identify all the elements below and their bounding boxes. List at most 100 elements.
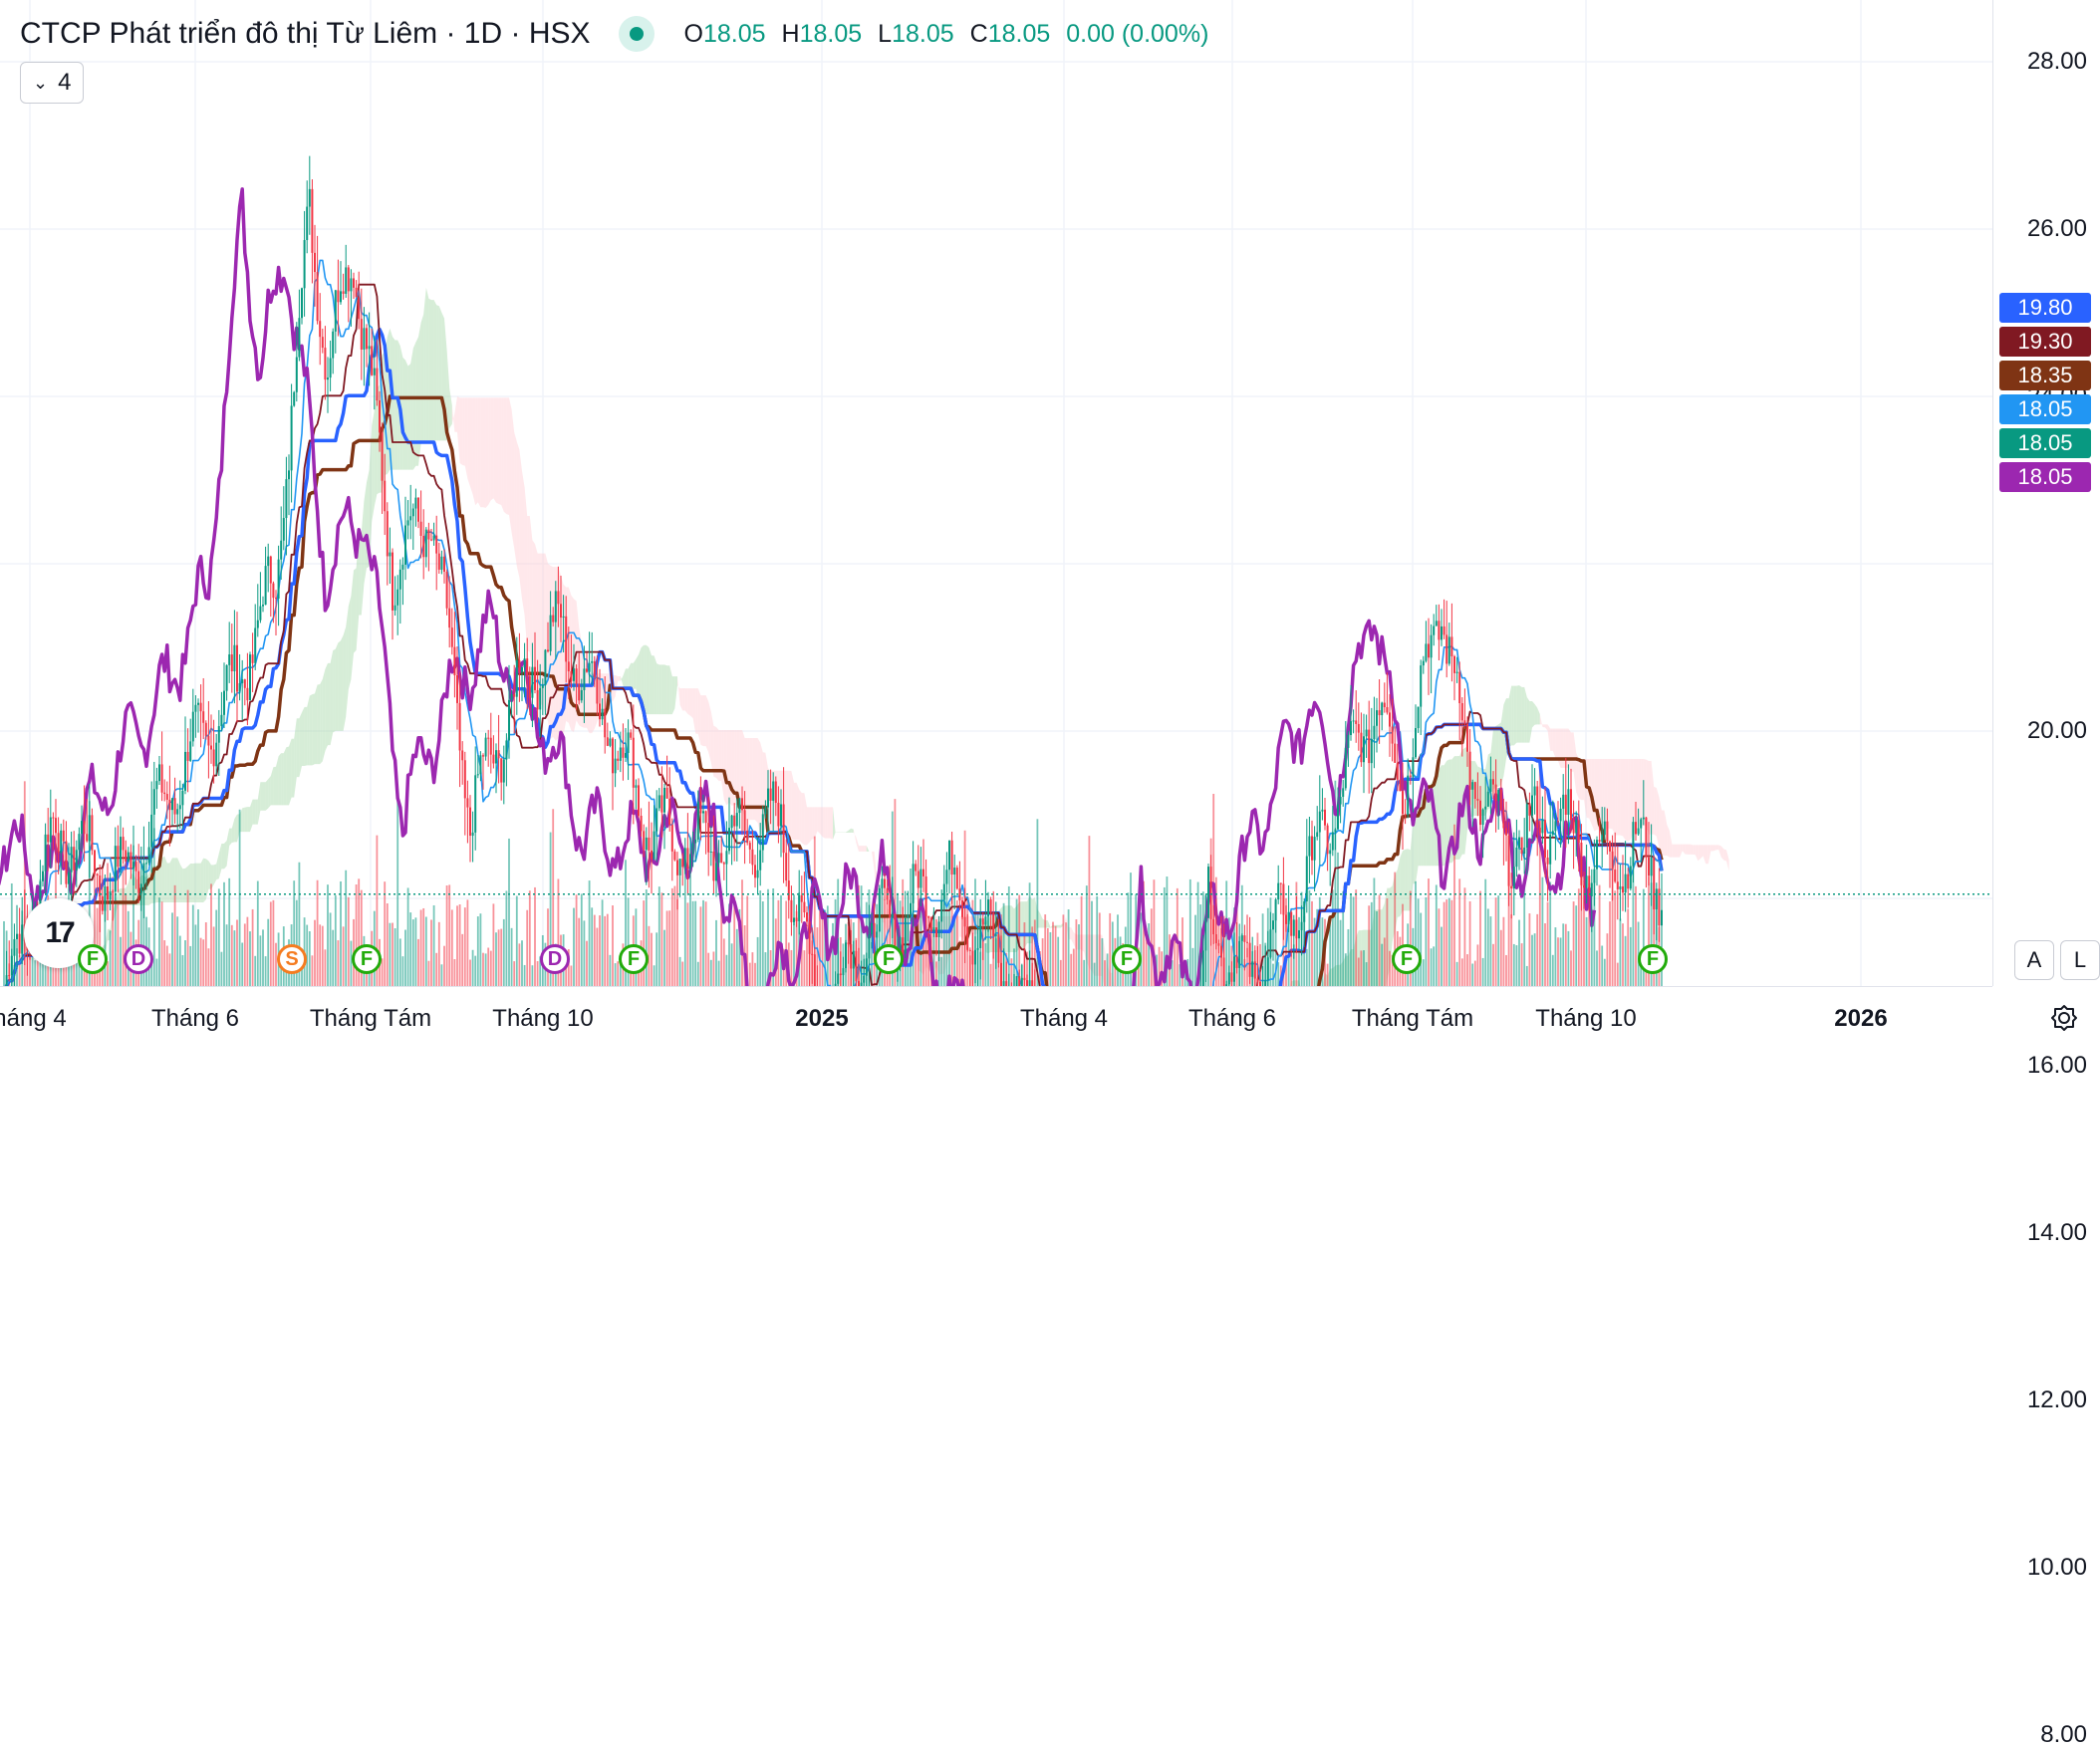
chart-canvas[interactable] <box>0 0 1992 986</box>
cloud-segment <box>439 306 442 440</box>
volume-bar <box>666 910 668 986</box>
price-chart-pane[interactable]: CTCP Phát triển đô thị Từ Liêm · 1D · HS… <box>0 0 1992 986</box>
price-tick-label: 20.00 <box>2027 717 2087 745</box>
event-marker[interactable]: F <box>1112 944 1142 974</box>
symbol-legend: CTCP Phát triển đô thị Từ Liêm · 1D · HS… <box>20 16 1208 52</box>
candle-body <box>1580 843 1582 885</box>
candle-body <box>1425 643 1427 660</box>
candle-body <box>168 800 170 810</box>
candle-body <box>1223 957 1225 986</box>
price-tick-label: 12.00 <box>2027 1386 2087 1414</box>
candle-body <box>783 804 785 853</box>
candle-body <box>389 553 391 557</box>
volume-bar <box>656 932 657 986</box>
volume-bar <box>330 912 332 986</box>
event-marker[interactable]: F <box>352 944 382 974</box>
candle-body <box>1632 822 1634 866</box>
candle-body <box>803 902 805 912</box>
volume-bar <box>700 906 702 986</box>
cloud-segment <box>493 397 496 502</box>
volume-bar <box>1599 885 1601 986</box>
auto-scale-button[interactable]: A <box>2014 940 2054 980</box>
candle-body <box>1645 818 1647 858</box>
candle-body <box>1450 636 1452 656</box>
volume-bar <box>1327 964 1329 986</box>
volume-bar <box>1290 954 1292 986</box>
candle-body <box>1308 836 1310 856</box>
volume-bar <box>1518 920 1520 986</box>
candle-body <box>1560 809 1562 821</box>
volume-bar <box>604 916 606 986</box>
volume-bar <box>409 912 411 986</box>
volume-bar <box>348 897 350 986</box>
candle-body <box>521 667 523 672</box>
volume-bar <box>1420 913 1422 986</box>
indicators-toggle-button[interactable]: ⌄ 4 <box>20 62 84 104</box>
candle-body <box>586 668 588 671</box>
volume-bar <box>480 913 482 986</box>
candle-body <box>1661 910 1663 925</box>
candle-body <box>780 804 782 826</box>
price-axis[interactable]: 28.0026.0024.0020.0016.0014.0012.0010.00… <box>1992 0 2100 986</box>
candle-body <box>1444 626 1445 634</box>
cloud-segment <box>700 695 703 746</box>
market-status-icon[interactable] <box>619 16 655 52</box>
event-marker[interactable]: S <box>277 944 307 974</box>
volume-bar <box>1363 950 1365 986</box>
cloud-segment <box>1688 845 1691 855</box>
candle-body <box>363 328 365 350</box>
candle-body <box>1656 888 1658 909</box>
candle-body <box>1329 851 1331 855</box>
candle-body <box>466 798 468 807</box>
event-marker[interactable]: F <box>1638 944 1668 974</box>
volume-bar <box>1539 764 1541 986</box>
candle-body <box>746 831 748 843</box>
low-key: L <box>878 20 892 48</box>
volume-bar <box>223 882 225 986</box>
candle-body <box>104 886 106 911</box>
candle-body <box>309 189 311 207</box>
volume-bar <box>174 885 176 986</box>
cloud-segment <box>854 830 857 844</box>
volume-bar <box>591 907 593 986</box>
volume-bar <box>340 881 342 986</box>
volume-bar <box>1073 949 1075 986</box>
candle-body <box>239 683 241 692</box>
candle-body <box>568 661 570 671</box>
volume-bar <box>1436 884 1438 986</box>
cloud-segment <box>661 664 664 714</box>
candle-body <box>524 658 526 667</box>
candle-body <box>396 590 398 606</box>
cloud-segment <box>255 800 258 825</box>
event-marker[interactable]: F <box>78 944 108 974</box>
cloud-segment <box>685 688 688 714</box>
candle-body <box>1371 739 1373 763</box>
volume-bar <box>780 895 782 986</box>
event-marker[interactable]: D <box>540 944 570 974</box>
candle-body <box>86 834 88 841</box>
event-marker[interactable]: D <box>124 944 153 974</box>
candle-body <box>979 918 981 948</box>
cloud-segment <box>1683 845 1686 855</box>
chart-settings-icon[interactable] <box>2044 998 2084 1038</box>
candle-body <box>1466 724 1468 752</box>
volume-bar <box>493 903 495 986</box>
volume-bar <box>244 923 246 986</box>
candle-body <box>845 942 847 968</box>
candle-body <box>964 917 966 926</box>
event-marker[interactable]: F <box>874 944 904 974</box>
candle-body <box>387 511 389 556</box>
volume-bar <box>529 890 531 986</box>
event-marker[interactable]: F <box>1392 944 1422 974</box>
price-label-badge: 18.05 <box>1999 394 2091 424</box>
log-scale-button[interactable]: L <box>2060 940 2100 980</box>
symbol-title[interactable]: CTCP Phát triển đô thị Từ Liêm · 1D · HS… <box>20 17 591 51</box>
candle-body <box>1392 727 1394 744</box>
event-marker[interactable]: F <box>619 944 649 974</box>
volume-bar <box>402 956 404 986</box>
cloud-segment <box>294 718 297 797</box>
volume-bar <box>671 888 673 986</box>
cloud-segment <box>851 829 854 833</box>
candle-body <box>1536 787 1538 828</box>
